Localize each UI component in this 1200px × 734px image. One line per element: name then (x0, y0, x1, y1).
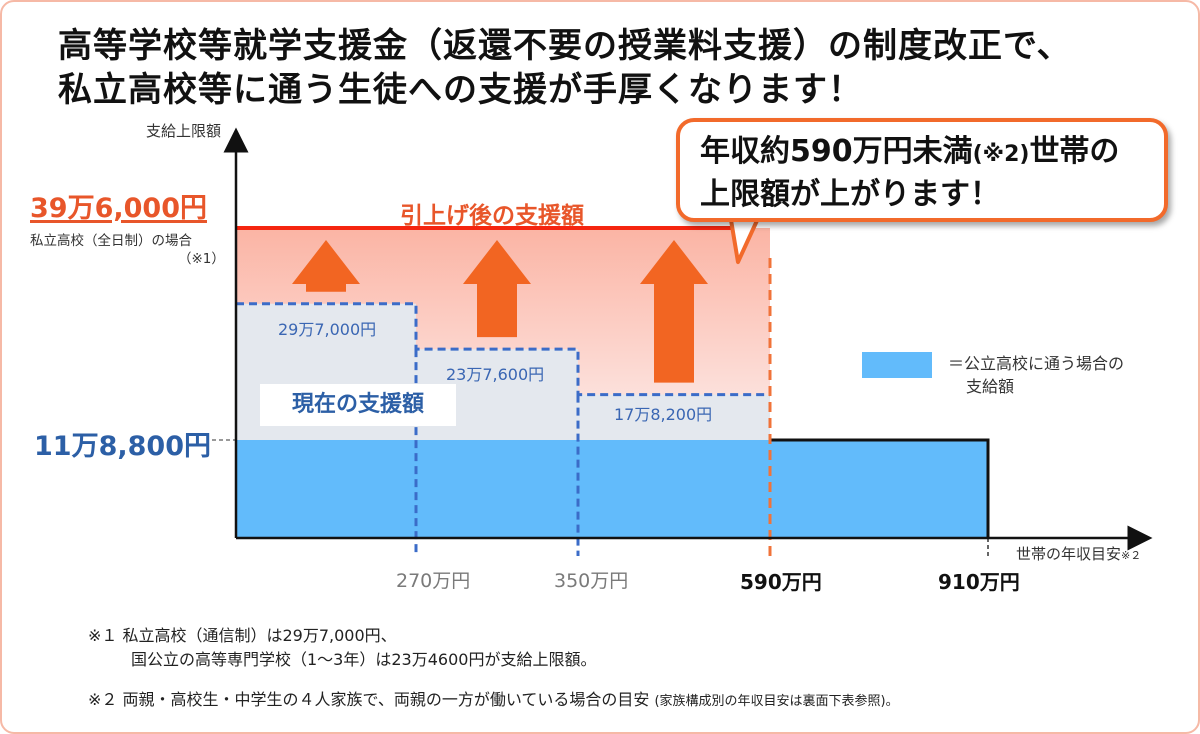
callout-line1a: 年収約590万円未満 (700, 134, 973, 169)
callout-note: (※2) (972, 142, 1030, 167)
x-axis-label: 世帯の年収目安※２ (1016, 543, 1141, 564)
title-line-1: 高等学校等就学支援金（返還不要の授業料支援）の制度改正で、 (58, 26, 1072, 66)
y-axis-label: 支給上限額 (146, 122, 222, 140)
current-step-line (236, 302, 770, 397)
y-tick-max-label: 39万6,000円 (30, 193, 207, 224)
current-value-label-3: 17万8,200円 (614, 405, 713, 424)
raise-arrow-1 (292, 240, 360, 292)
footnote-1-line-1: ※１ 私立高校（通信制）は29万7,000円、 (88, 626, 397, 645)
legend-swatch-public (862, 352, 932, 378)
current-value-label-2: 23万7,600円 (446, 365, 545, 384)
x-tick-270: 270万円 (396, 570, 471, 592)
public-outline (770, 438, 990, 538)
footnote-2-main: ※２ 両親・高校生・中学生の４人家族で、両親の一方が働いている場合の目安 (88, 690, 655, 709)
after-series-label: 引上げ後の支援額 (400, 203, 584, 229)
y-tick-max-note-ref: （※1） (178, 251, 225, 267)
y-tick-max-note: 私立高校（全日制）の場合 (30, 233, 192, 249)
y-tick-public-label: 11万8,800円 (34, 431, 211, 462)
legend-text-2: 支給額 (966, 377, 1015, 396)
title-line-2: 私立高校等に通う生徒への支援が手厚くなります！ (58, 70, 863, 110)
x-tick-910: 910万円 (938, 570, 1020, 594)
callout-line1b: 世帯の (1029, 134, 1120, 169)
raise-arrow-2 (463, 240, 531, 338)
x-tick-590: 590万円 (740, 570, 822, 594)
callout-box: 年収約590万円未満(※2)世帯の 上限額が上がります！ (676, 118, 1168, 222)
current-value-label-1: 29万7,000円 (278, 320, 377, 339)
current-area-3 (578, 394, 770, 440)
footnote-2: ※２ 両親・高校生・中学生の４人家族で、両親の一方が働いている場合の目安 (家族… (88, 686, 899, 710)
footnote-1-line-2: 国公立の高等専門学校（1～3年）は23万4600円が支給上限額。 (131, 650, 597, 669)
raise-arrow-3 (640, 240, 708, 383)
legend-text-1: ＝公立高校に通う場合の (948, 354, 1125, 373)
current-series-label: 現在の支援額 (260, 384, 456, 426)
x-tick-350: 350万円 (554, 570, 629, 592)
public-area (236, 440, 988, 538)
footnote-2-small: (家族構成別の年収目安は裏面下表参照)。 (654, 694, 899, 709)
x-axis-label-text: 世帯の年収目安 (1016, 545, 1122, 563)
callout-line2: 上限額が上がります！ (700, 177, 1000, 212)
x-axis-label-note: ※２ (1121, 549, 1142, 562)
